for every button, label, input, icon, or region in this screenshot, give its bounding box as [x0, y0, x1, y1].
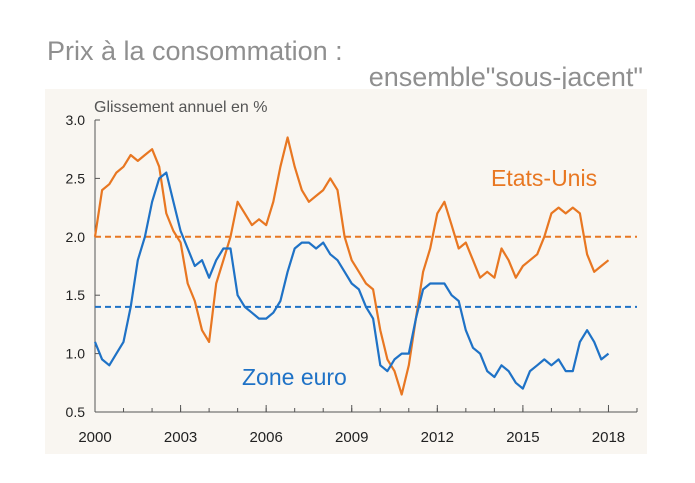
- y-tick-label: 1.5: [66, 287, 86, 303]
- x-tick-label: 2000: [78, 429, 111, 446]
- series-label-ez: Zone euro: [242, 364, 347, 390]
- y-tick-label: 1.0: [66, 346, 86, 362]
- chart-background: [45, 89, 647, 454]
- series-label-us: Etats-Unis: [491, 165, 597, 191]
- y-tick-label: 2.5: [66, 170, 86, 186]
- x-tick-label: 2009: [335, 429, 368, 446]
- x-tick-label: 2015: [506, 429, 539, 446]
- y-axis-label: Glissement annuel en %: [94, 99, 267, 116]
- y-tick-label: 0.5: [66, 404, 86, 420]
- x-tick-label: 2006: [249, 429, 282, 446]
- series-line-us: [93, 136, 610, 396]
- x-tick-label: 2003: [164, 429, 197, 446]
- y-tick-label: 2.0: [66, 229, 86, 245]
- x-tick-label: 2018: [592, 429, 625, 446]
- y-tick-label: 3.0: [66, 112, 86, 128]
- chart-title-line1: Prix à la consommation :: [47, 36, 343, 66]
- series-line-ez: [93, 171, 610, 390]
- chart-title-line2: ensemble"sous-jacent": [368, 62, 643, 92]
- x-tick-label: 2012: [421, 429, 454, 446]
